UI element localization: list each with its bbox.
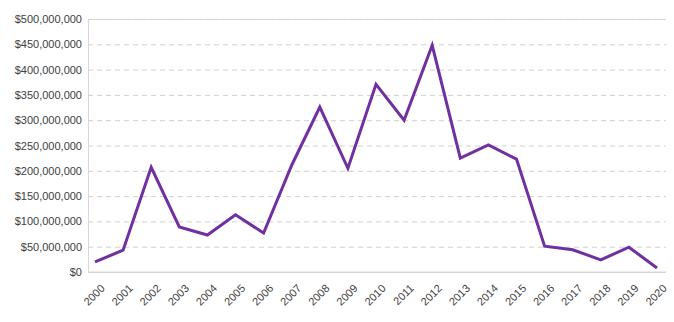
grid-line <box>88 171 666 172</box>
grid-line <box>88 120 666 121</box>
x-tick: 2001 <box>109 272 135 308</box>
x-tick-label: 2015 <box>503 282 529 308</box>
x-tick: 2000 <box>81 272 107 308</box>
x-tick: 2006 <box>250 272 276 308</box>
y-tick: $200,000,000 <box>15 165 666 177</box>
x-tick-label: 2001 <box>109 282 135 308</box>
x-tick: 2002 <box>137 272 163 308</box>
x-tick-label: 2002 <box>137 282 163 308</box>
x-tick-label: 2019 <box>615 282 641 308</box>
x-tick-label: 2007 <box>278 282 304 308</box>
x-tick: 2017 <box>559 272 585 308</box>
y-tick-label: $300,000,000 <box>15 114 82 126</box>
x-tick-label: 2014 <box>474 282 500 308</box>
plot-area <box>95 45 657 268</box>
x-tick: 2015 <box>503 272 529 308</box>
x-tick-label: 2012 <box>418 282 444 308</box>
grid-line <box>88 70 666 71</box>
x-tick: 2005 <box>222 272 248 308</box>
x-tick-label: 2003 <box>165 282 191 308</box>
x-tick-label: 2004 <box>193 282 219 308</box>
x-tick: 2020 <box>643 272 669 308</box>
x-tick: 2003 <box>165 272 191 308</box>
y-tick-label: $150,000,000 <box>15 190 82 202</box>
x-tick: 2007 <box>278 272 304 308</box>
x-tick-label: 2009 <box>334 282 360 308</box>
y-tick: $350,000,000 <box>15 89 666 101</box>
y-tick: $150,000,000 <box>15 190 666 202</box>
x-tick-label: 2017 <box>559 282 585 308</box>
x-tick: 2011 <box>391 272 416 307</box>
y-tick-label: $350,000,000 <box>15 89 82 101</box>
x-tick: 2018 <box>587 272 613 308</box>
y-axis-line <box>89 20 667 273</box>
x-tick-label: 2010 <box>362 282 388 308</box>
y-tick: $300,000,000 <box>15 114 666 126</box>
y-axis: $0 $50,000,000 $100,000,000 $150,000,000 $20… <box>15 13 666 278</box>
x-axis: 2000200120022003200420052006200720082009… <box>81 272 669 308</box>
x-tick-label: 2013 <box>446 282 472 308</box>
grid-line <box>88 221 666 222</box>
x-tick: 2004 <box>193 272 219 308</box>
grid-line <box>88 44 666 45</box>
grid-line <box>88 196 666 197</box>
chart: $0 $50,000,000 $100,000,000 $150,000,000 $20… <box>0 0 674 322</box>
grid-line <box>88 247 666 248</box>
x-tick: 2010 <box>362 272 388 308</box>
y-tick: $400,000,000 <box>15 64 666 76</box>
x-tick: 2009 <box>334 272 360 308</box>
x-tick-label: 2020 <box>643 282 669 308</box>
grid-line <box>88 19 666 20</box>
y-tick-label: $200,000,000 <box>15 165 82 177</box>
x-tick: 2019 <box>615 272 641 308</box>
y-tick-label: $100,000,000 <box>15 215 82 227</box>
x-axis-line <box>88 272 666 273</box>
data-line <box>95 45 657 268</box>
grid-line <box>88 272 666 273</box>
grid-line <box>88 146 666 147</box>
grid-line <box>88 95 666 96</box>
y-tick: $450,000,000 <box>15 38 666 50</box>
x-tick-label: 2016 <box>531 282 557 308</box>
y-tick-label: $400,000,000 <box>15 64 82 76</box>
x-tick-label: 2008 <box>306 282 332 308</box>
y-tick-label: $450,000,000 <box>15 38 82 50</box>
y-tick-label: $250,000,000 <box>15 140 82 152</box>
x-tick-label: 2006 <box>250 282 276 308</box>
x-tick: 2016 <box>531 272 557 308</box>
x-tick-label: 2000 <box>81 282 107 308</box>
x-tick-label: 2011 <box>391 282 416 307</box>
x-tick: 2012 <box>418 272 444 308</box>
x-tick: 2013 <box>446 272 472 308</box>
y-tick: $100,000,000 <box>15 215 666 227</box>
x-tick: 2014 <box>474 272 500 308</box>
y-tick-label: $0 <box>70 266 82 278</box>
y-tick-label: $50,000,000 <box>21 241 82 253</box>
y-tick: $0 <box>70 266 666 278</box>
y-tick: $500,000,000 <box>15 13 666 25</box>
y-tick-label: $500,000,000 <box>15 13 82 25</box>
x-tick-label: 2018 <box>587 282 613 308</box>
x-tick: 2008 <box>306 272 332 308</box>
x-tick-label: 2005 <box>222 282 248 308</box>
